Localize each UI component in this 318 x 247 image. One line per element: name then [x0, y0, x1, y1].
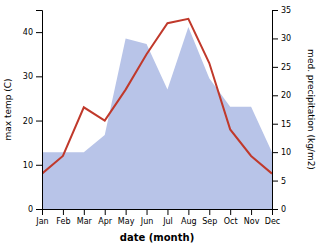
tick: Nov: [244, 209, 260, 226]
x-axis: Jan Feb Mar Apr May Jun Jul Aug Sep Oct Nov Dec: [35, 209, 280, 226]
line: [42, 19, 272, 174]
tick: 15: [272, 120, 291, 129]
axis-line: [273, 11, 279, 210]
x-axis-title: date (month): [120, 232, 194, 243]
tick-mark: [272, 181, 278, 182]
tick-label: 40: [23, 28, 33, 37]
tick-mark: [209, 209, 210, 215]
tick-mark: [188, 209, 189, 215]
tick-mark: [36, 76, 42, 77]
tick-label: Oct: [224, 217, 238, 226]
tick: Feb: [56, 209, 70, 226]
tick-mark: [167, 209, 168, 215]
tick-mark: [251, 209, 252, 215]
tick-mark: [36, 209, 42, 210]
tick-mark: [105, 209, 106, 215]
tick-mark: [272, 67, 278, 68]
plot: JanFebMarAprMayJunJulAugSepOctNovDec0102…: [23, 6, 291, 226]
tick: Jan: [35, 209, 48, 226]
tick-mark: [126, 209, 127, 215]
tick-label: 30: [23, 72, 33, 81]
tick-label: Jun: [140, 217, 154, 226]
tick-label: May: [118, 217, 135, 226]
data: [42, 19, 272, 209]
tick-label: Nov: [244, 217, 260, 226]
tick-label: 15: [281, 120, 291, 129]
tick: 0: [28, 205, 42, 214]
tick: Aug: [181, 209, 197, 226]
y-axis: 0 10 20 30 40: [23, 11, 43, 215]
tick-label: Mar: [77, 217, 93, 226]
tick-mark: [230, 209, 231, 215]
tick-mark: [36, 121, 42, 122]
tick-mark: [36, 165, 42, 166]
y2-axis-title: med. precipitation (kg/m2): [306, 49, 316, 170]
tick-label: Jan: [35, 217, 48, 226]
tick-mark: [272, 124, 278, 125]
y2-axis: 0 5 10 15 20 25 30 35: [272, 6, 291, 214]
tick: 35: [272, 6, 291, 15]
tick: Jul: [162, 209, 173, 226]
axis-line: [43, 210, 273, 216]
tick-mark: [36, 32, 42, 33]
tick: 25: [272, 63, 291, 72]
tick: Apr: [98, 209, 113, 226]
tick-label: Sep: [202, 217, 217, 226]
axis-line: [36, 11, 43, 210]
tick: 20: [272, 91, 291, 100]
tick-label: Apr: [98, 217, 113, 226]
tick-mark: [272, 38, 278, 39]
tick-label: 20: [23, 117, 33, 126]
tick: Oct: [224, 209, 238, 226]
tick-mark: [272, 209, 278, 210]
tick-mark: [147, 209, 148, 215]
tick: 5: [272, 177, 286, 186]
tick: 40: [23, 28, 42, 37]
tick: 0: [272, 205, 286, 214]
tick-label: Jul: [162, 217, 173, 226]
tick: May: [118, 209, 135, 226]
tick-label: 25: [281, 63, 291, 72]
tick: Mar: [77, 209, 93, 226]
chart: JanFebMarAprMayJunJulAugSepOctNovDec0102…: [0, 0, 318, 247]
tick-label: 5: [281, 177, 286, 186]
tick: 30: [23, 72, 42, 81]
tick-label: 10: [281, 148, 291, 157]
tick-label: 10: [23, 161, 33, 170]
tick-mark: [272, 95, 278, 96]
y-axis-title: max temp (C): [3, 78, 13, 140]
tick-label: 35: [281, 6, 291, 15]
tick-label: Dec: [265, 217, 280, 226]
tick-mark: [272, 10, 278, 11]
tick-mark: [63, 209, 64, 215]
tick: 30: [272, 34, 291, 43]
tick: 10: [272, 148, 291, 157]
tick-mark: [84, 209, 85, 215]
tick-mark: [272, 152, 278, 153]
tick-label: Aug: [181, 217, 197, 226]
tick: 20: [23, 117, 42, 126]
tick-label: 0: [281, 205, 286, 214]
tick-label: 0: [28, 205, 33, 214]
tick-label: Feb: [56, 217, 70, 226]
tick: Dec: [265, 209, 280, 226]
tick-label: 20: [281, 91, 291, 100]
tick: Sep: [202, 209, 217, 226]
tick-label: 30: [281, 34, 291, 43]
area: [42, 27, 272, 209]
tick: Jun: [140, 209, 154, 226]
tick: 10: [23, 161, 42, 170]
